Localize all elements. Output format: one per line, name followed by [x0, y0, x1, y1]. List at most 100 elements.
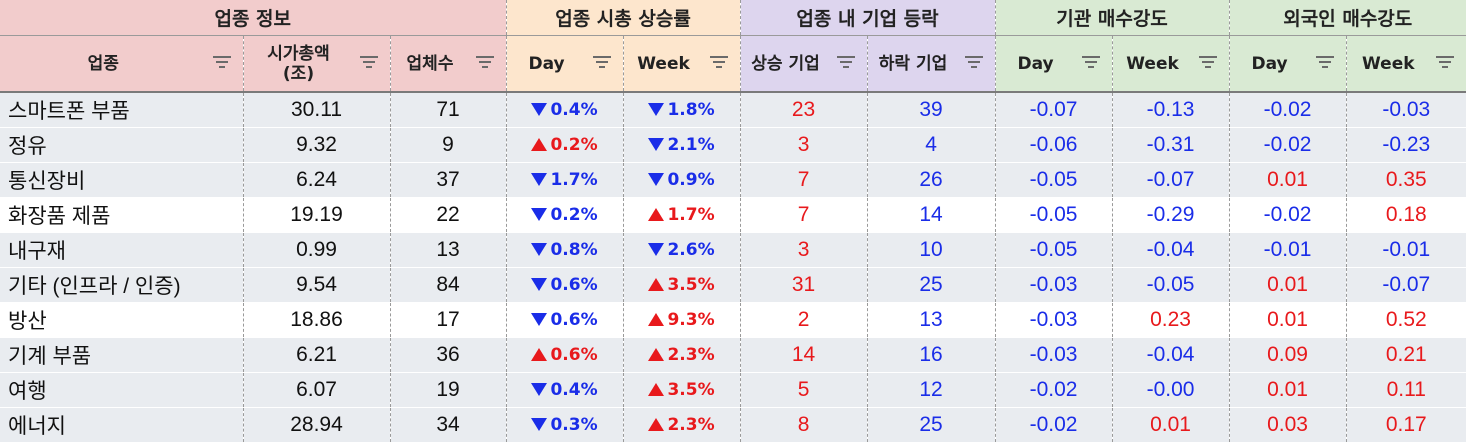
cell-mcap-week: 9.3% — [623, 302, 741, 338]
cell-rising: 5 — [740, 372, 868, 408]
cell-mcap-day: 0.6% — [506, 302, 624, 338]
cell-falling: 25 — [867, 267, 996, 303]
cell-foreign-day: 0.01 — [1229, 162, 1347, 198]
col-inst-day[interactable]: Day — [995, 35, 1113, 93]
cell-company-count: 84 — [390, 267, 507, 303]
cell-sector: 내구재 — [0, 232, 244, 268]
triangle-up-icon — [648, 348, 665, 361]
cell-foreign-week: -0.01 — [1346, 232, 1466, 268]
cell-inst-week: -0.31 — [1112, 127, 1230, 163]
cell-falling: 12 — [867, 372, 996, 408]
cell-foreign-day: -0.02 — [1229, 127, 1347, 163]
cell-rising: 14 — [740, 337, 868, 373]
table-row[interactable]: 화장품 제품 19.19 22 0.2% 1.7% 7 14 -0.05 -0.29 -0.02 0… — [0, 197, 1466, 233]
filter-icon[interactable] — [359, 56, 378, 70]
cell-market-cap: 6.07 — [243, 372, 391, 408]
cell-inst-week: -0.07 — [1112, 162, 1230, 198]
triangle-down-icon — [648, 243, 665, 256]
table-row[interactable]: 기타 (인프라 / 인증) 9.54 84 0.6% 3.5% 31 25 -0.03 -0.0… — [0, 267, 1466, 303]
change-value: 0.4% — [550, 380, 598, 400]
change-value: 0.3% — [550, 415, 598, 435]
cell-mcap-week: 3.5% — [623, 267, 741, 303]
cell-market-cap: 9.32 — [243, 127, 391, 163]
col-company-count[interactable]: 업체수 — [390, 35, 507, 93]
col-sector[interactable]: 업종 — [0, 35, 244, 93]
col-inst-week-label: Week — [1126, 53, 1179, 74]
triangle-up-icon — [648, 383, 665, 396]
group-sector-info: 업종 정보 — [0, 0, 507, 36]
cell-foreign-week: -0.07 — [1346, 267, 1466, 303]
cell-inst-week: -0.04 — [1112, 337, 1230, 373]
change-value: 0.4% — [550, 100, 598, 120]
table-row[interactable]: 내구재 0.99 13 0.8% 2.6% 3 10 -0.05 -0.04 -0.01 -0.01 — [0, 232, 1466, 268]
col-inst-week[interactable]: Week — [1112, 35, 1230, 93]
filter-icon[interactable] — [964, 56, 983, 70]
triangle-down-icon — [531, 243, 548, 256]
table-row[interactable]: 통신장비 6.24 37 1.7% 0.9% 7 26 -0.05 -0.07 0.01 0.35 — [0, 162, 1466, 198]
cell-falling: 16 — [867, 337, 996, 373]
cell-market-cap: 19.19 — [243, 197, 391, 233]
group-company-rise-fall: 업종 내 기업 등락 — [740, 0, 996, 36]
col-foreign-day[interactable]: Day — [1229, 35, 1347, 93]
table-row[interactable]: 에너지 28.94 34 0.3% 2.3% 8 25 -0.02 0.01 0.03 0.17 — [0, 407, 1466, 443]
filter-icon[interactable] — [709, 56, 728, 70]
filter-icon[interactable] — [1315, 56, 1334, 70]
filter-icon[interactable] — [836, 56, 855, 70]
table-row[interactable]: 기계 부품 6.21 36 0.6% 2.3% 14 16 -0.03 -0.04 0.09 0.2… — [0, 337, 1466, 373]
table-row[interactable]: 방산 18.86 17 0.6% 9.3% 2 13 -0.03 0.23 0.01 0.52 — [0, 302, 1466, 338]
cell-market-cap: 6.24 — [243, 162, 391, 198]
cell-falling: 26 — [867, 162, 996, 198]
triangle-down-icon — [648, 173, 665, 186]
cell-rising: 8 — [740, 407, 868, 443]
cell-rising: 3 — [740, 232, 868, 268]
cell-market-cap: 28.94 — [243, 407, 391, 443]
cell-company-count: 9 — [390, 127, 507, 163]
table-row[interactable]: 여행 6.07 19 0.4% 3.5% 5 12 -0.02 -0.00 0.01 0.11 — [0, 372, 1466, 408]
filter-icon[interactable] — [1081, 56, 1100, 70]
table-row[interactable]: 정유 9.32 9 0.2% 2.1% 3 4 -0.06 -0.31 -0.02 -0.23 — [0, 127, 1466, 163]
cell-inst-day: -0.05 — [995, 162, 1113, 198]
cell-foreign-week: 0.17 — [1346, 407, 1466, 443]
cell-mcap-week: 2.3% — [623, 407, 741, 443]
triangle-down-icon — [531, 418, 548, 431]
cell-inst-day: -0.03 — [995, 337, 1113, 373]
col-sector-label: 업종 — [87, 53, 119, 74]
filter-icon[interactable] — [212, 56, 231, 70]
cell-sector: 여행 — [0, 372, 244, 408]
cell-inst-day: -0.02 — [995, 372, 1113, 408]
filter-icon[interactable] — [1198, 56, 1217, 70]
group-foreign-strength: 외국인 매수강도 — [1229, 0, 1466, 36]
cell-rising: 3 — [740, 127, 868, 163]
col-mcap-day[interactable]: Day — [506, 35, 624, 93]
cell-inst-day: -0.05 — [995, 232, 1113, 268]
cell-inst-week: -0.00 — [1112, 372, 1230, 408]
col-mcap-week[interactable]: Week — [623, 35, 741, 93]
change-value: 0.6% — [550, 275, 598, 295]
col-falling-companies[interactable]: 하락 기업 — [867, 35, 996, 93]
cell-sector: 에너지 — [0, 407, 244, 443]
filter-icon[interactable] — [592, 56, 611, 70]
cell-rising: 31 — [740, 267, 868, 303]
table-row[interactable]: 스마트폰 부품 30.11 71 0.4% 1.8% 23 39 -0.07 -0.13 -0.0… — [0, 92, 1466, 128]
filter-icon[interactable] — [475, 56, 494, 70]
cell-company-count: 36 — [390, 337, 507, 373]
cell-inst-day: -0.03 — [995, 267, 1113, 303]
change-value: 3.5% — [667, 275, 715, 295]
cell-foreign-day: -0.02 — [1229, 197, 1347, 233]
col-market-cap-label: 시가총액 (조) — [267, 43, 330, 84]
cell-inst-day: -0.02 — [995, 407, 1113, 443]
col-rising-companies[interactable]: 상승 기업 — [740, 35, 868, 93]
filter-icon[interactable] — [1436, 56, 1455, 70]
cell-sector: 기타 (인프라 / 인증) — [0, 267, 244, 303]
cell-falling: 4 — [867, 127, 996, 163]
col-foreign-week[interactable]: Week — [1346, 35, 1466, 93]
cell-rising: 7 — [740, 162, 868, 198]
cell-company-count: 22 — [390, 197, 507, 233]
cell-mcap-week: 3.5% — [623, 372, 741, 408]
cell-company-count: 17 — [390, 302, 507, 338]
cell-falling: 13 — [867, 302, 996, 338]
col-market-cap[interactable]: 시가총액 (조) — [243, 35, 391, 93]
triangle-up-icon — [648, 278, 665, 291]
cell-foreign-week: 0.35 — [1346, 162, 1466, 198]
